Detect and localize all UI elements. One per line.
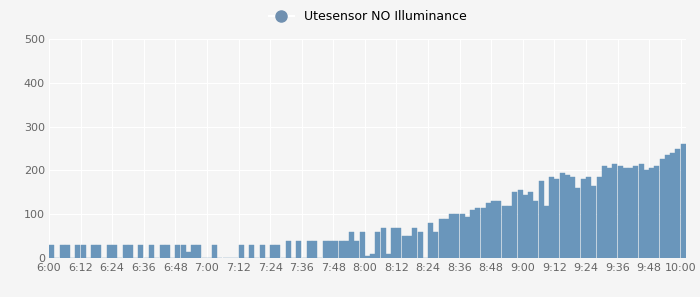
Bar [680,144,686,258]
Bar [554,179,559,258]
Bar [80,245,85,258]
Bar [402,236,407,258]
Bar [460,214,465,258]
Bar [475,208,480,258]
Bar [433,232,438,258]
Bar [670,153,676,258]
Bar [286,241,291,258]
Bar [197,245,202,258]
Bar [391,228,396,258]
Bar [623,168,628,258]
Bar [634,166,638,258]
Legend: Utesensor NO Illuminance: Utesensor NO Illuminance [264,5,471,28]
Bar [470,210,475,258]
Bar [654,166,659,258]
Bar [139,245,143,258]
Bar [375,232,380,258]
Bar [260,245,265,258]
Bar [570,177,575,258]
Bar [349,232,354,258]
Bar [312,241,317,258]
Bar [454,214,459,258]
Bar [481,208,486,258]
Bar [596,177,601,258]
Bar [386,254,391,258]
Bar [517,190,522,258]
Bar [502,206,507,258]
Bar [507,206,512,258]
Bar [533,201,538,258]
Bar [365,256,370,258]
Bar [607,168,612,258]
Bar [486,203,491,258]
Bar [323,241,328,258]
Bar [444,219,449,258]
Bar [665,155,670,258]
Bar [417,232,423,258]
Bar [360,232,365,258]
Bar [76,245,80,258]
Bar [528,192,533,258]
Bar [581,179,586,258]
Bar [544,206,549,258]
Bar [549,177,554,258]
Bar [638,164,643,258]
Bar [60,245,64,258]
Bar [107,245,112,258]
Bar [649,168,654,258]
Bar [181,245,186,258]
Bar [175,245,181,258]
Bar [212,245,217,258]
Bar [370,254,375,258]
Bar [296,241,302,258]
Bar [344,241,349,258]
Bar [328,241,333,258]
Bar [602,166,607,258]
Bar [65,245,70,258]
Bar [270,245,275,258]
Bar [191,245,196,258]
Bar [659,159,665,258]
Bar [612,164,617,258]
Bar [381,228,386,258]
Bar [592,186,596,258]
Bar [644,170,649,258]
Bar [676,148,680,258]
Bar [275,245,281,258]
Bar [49,245,54,258]
Bar [439,219,444,258]
Bar [91,245,96,258]
Bar [512,192,517,258]
Bar [491,201,496,258]
Bar [465,217,470,258]
Bar [496,201,501,258]
Bar [628,168,633,258]
Bar [354,241,359,258]
Bar [122,245,127,258]
Bar [97,245,102,258]
Bar [239,245,244,258]
Bar [186,252,191,258]
Bar [412,228,417,258]
Bar [307,241,312,258]
Bar [575,188,580,258]
Bar [565,175,570,258]
Bar [149,245,154,258]
Bar [249,245,254,258]
Bar [396,228,402,258]
Bar [586,177,591,258]
Bar [428,223,433,258]
Bar [339,241,344,258]
Bar [523,195,528,258]
Bar [112,245,117,258]
Bar [538,181,544,258]
Bar [617,166,622,258]
Bar [128,245,133,258]
Bar [333,241,338,258]
Bar [449,214,454,258]
Bar [164,245,170,258]
Bar [560,173,565,258]
Bar [160,245,164,258]
Bar [407,236,412,258]
